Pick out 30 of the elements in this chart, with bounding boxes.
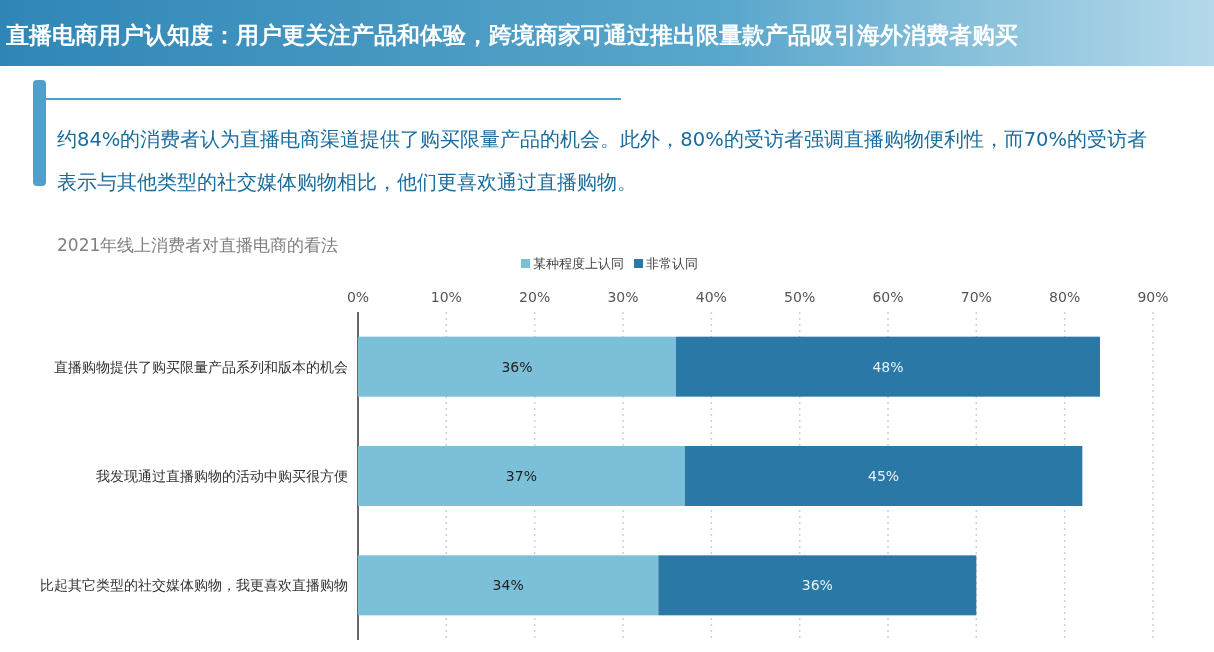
data-label: 45% <box>868 468 900 484</box>
x-tick-label: 20% <box>519 289 551 305</box>
x-tick-label: 30% <box>607 289 639 305</box>
data-label: 37% <box>505 468 537 484</box>
x-tick-label: 0% <box>346 289 370 305</box>
data-label: 34% <box>492 577 524 594</box>
x-tick-label: 50% <box>784 289 816 305</box>
data-label: 36% <box>801 577 833 594</box>
bar <box>358 336 676 397</box>
x-tick-label: 40% <box>695 289 727 305</box>
chart-title: 直播电商用户认知度：用户更关注产品和体验，跨境商家可通过推出限量款产品吸引海外消费者购买 <box>5 22 1018 48</box>
bar <box>658 555 977 616</box>
bar <box>358 555 659 616</box>
data-label: 36% <box>501 358 533 375</box>
y-tick-label: 我发现通过直播购物的活动中购买很方便 <box>96 468 348 484</box>
legend-label: 非常认同 <box>646 256 698 271</box>
bar <box>684 446 1083 506</box>
text: 2021年线上消费者对直播电商的看法 <box>57 235 339 255</box>
x-tick-label: 70% <box>960 289 992 305</box>
legend-label: 某种程度上认同 <box>533 256 624 271</box>
y-tick-label: 直播购物提供了购买限量产品系列和版本的机会 <box>54 358 348 375</box>
bar <box>358 446 685 506</box>
x-tick-label: 80% <box>1049 289 1081 305</box>
x-tick-label: 60% <box>872 289 904 305</box>
y-tick-label: 比起其它类型的社交媒体购物，我更喜欢直播购物 <box>40 577 348 594</box>
data-label: 48% <box>872 358 904 375</box>
x-tick-label: 90% <box>1137 289 1169 305</box>
x-tick-label: 10% <box>430 289 462 305</box>
text: 约84%的消费者认为直播电商渠道提供了购买限量产品的机会。此外，80%的受访者强调直播购物便利性，而70%的受访者表示与其他类型的社交媒体购物相比，他们更喜欢通过直播购物。 <box>57 127 1149 196</box>
bar <box>676 336 1100 397</box>
